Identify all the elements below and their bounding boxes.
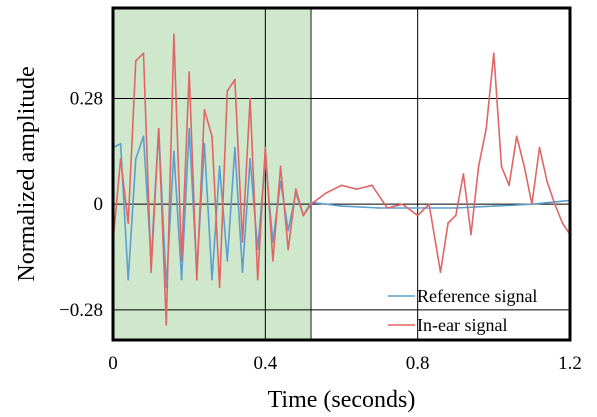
series-point-1-1: [119, 158, 122, 160]
y-axis-title: Normalized amplitude: [14, 66, 40, 281]
series-point-0-21: [272, 241, 274, 243]
series-point-0-18: [249, 158, 252, 160]
y-tick-label: 0.28: [70, 89, 103, 110]
series-point-1-38: [462, 173, 465, 175]
series-point-1-17: [241, 241, 244, 243]
x-axis-title: Time (seconds): [268, 387, 416, 413]
series-point-1-36: [447, 222, 450, 224]
series-point-1-3: [134, 59, 137, 62]
series-point-1-26: [310, 203, 312, 206]
series-point-1-5: [150, 271, 152, 273]
series-point-1-16: [233, 78, 236, 81]
series-point-1-20: [264, 146, 267, 149]
series-point-0-26: [310, 201, 312, 204]
series-point-1-30: [371, 184, 373, 187]
series-point-1-7: [165, 324, 168, 326]
series-point-1-50: [553, 203, 556, 206]
series-point-0-1: [119, 142, 122, 145]
series-point-1-18: [249, 97, 252, 100]
x-tick-label: 0.8: [406, 353, 430, 374]
series-point-1-15: [226, 90, 229, 92]
series-point-0-15: [226, 259, 229, 262]
series-point-1-9: [180, 259, 183, 262]
series-point-1-13: [211, 135, 213, 138]
series-point-0-17: [241, 271, 244, 273]
series-point-1-49: [546, 180, 549, 183]
series-point-0-30: [454, 207, 457, 209]
series-point-0-13: [211, 278, 213, 281]
series-point-1-4: [142, 52, 145, 55]
series-point-0-27: [340, 205, 343, 207]
series-point-1-8: [173, 33, 175, 36]
series-point-1-44: [508, 184, 510, 187]
y-tick-label: −0.28: [59, 300, 103, 321]
series-point-1-12: [203, 108, 206, 111]
series-point-1-34: [428, 203, 430, 206]
series-point-1-43: [500, 165, 503, 168]
series-point-1-6: [157, 127, 160, 130]
series-point-1-10: [188, 71, 191, 74]
series-point-0-14: [218, 165, 221, 168]
series-point-0-2: [127, 278, 130, 281]
series-point-0-23: [287, 229, 290, 232]
series-point-1-19: [256, 278, 259, 281]
series-point-0-28: [378, 207, 381, 209]
y-tick-label: 0: [94, 194, 104, 215]
series-point-1-51: [561, 222, 564, 224]
series-point-1-42: [492, 52, 495, 55]
series-point-1-27: [325, 191, 328, 194]
series-point-0-12: [203, 142, 206, 145]
series-point-1-41: [485, 127, 488, 130]
series-point-1-28: [340, 184, 343, 187]
series-point-1-24: [294, 188, 297, 190]
series-point-1-39: [470, 233, 472, 236]
series-point-0-4: [142, 135, 145, 138]
series-point-0-9: [180, 278, 183, 281]
series-point-1-11: [195, 278, 198, 281]
series-point-1-32: [401, 203, 404, 206]
series-point-1-2: [127, 222, 130, 224]
series-point-1-25: [302, 214, 305, 217]
x-tick-label: 1.2: [558, 353, 582, 374]
series-point-1-23: [287, 248, 290, 251]
series-point-1-14: [218, 286, 221, 289]
series-point-1-47: [531, 203, 533, 206]
plot-frame: [111, 6, 572, 342]
series-point-1-21: [272, 259, 274, 262]
series-point-0-29: [416, 207, 419, 209]
series-point-0-3: [134, 158, 137, 160]
series-point-0-16: [233, 146, 236, 149]
series-point-1-45: [515, 135, 518, 138]
series-point-1-40: [477, 165, 480, 168]
series-point-1-48: [538, 146, 541, 149]
series-point-1-31: [386, 207, 389, 209]
legend-label-in-ear: In-ear signal: [417, 315, 507, 335]
series-point-0-19: [256, 248, 259, 251]
series-point-1-29: [355, 188, 358, 190]
series-point-1-46: [523, 165, 526, 168]
x-tick-label: 0: [108, 353, 118, 374]
x-tick-label: 0.4: [253, 353, 277, 374]
series-point-0-10: [188, 127, 191, 130]
series-point-1-35: [439, 271, 442, 273]
series-point-0-8: [173, 150, 175, 153]
series-point-1-37: [454, 214, 457, 217]
series-point-0-31: [492, 205, 495, 207]
series-point-1-33: [416, 214, 419, 217]
legend-label-reference: Reference signal: [417, 286, 537, 306]
series-point-1-22: [279, 165, 282, 168]
